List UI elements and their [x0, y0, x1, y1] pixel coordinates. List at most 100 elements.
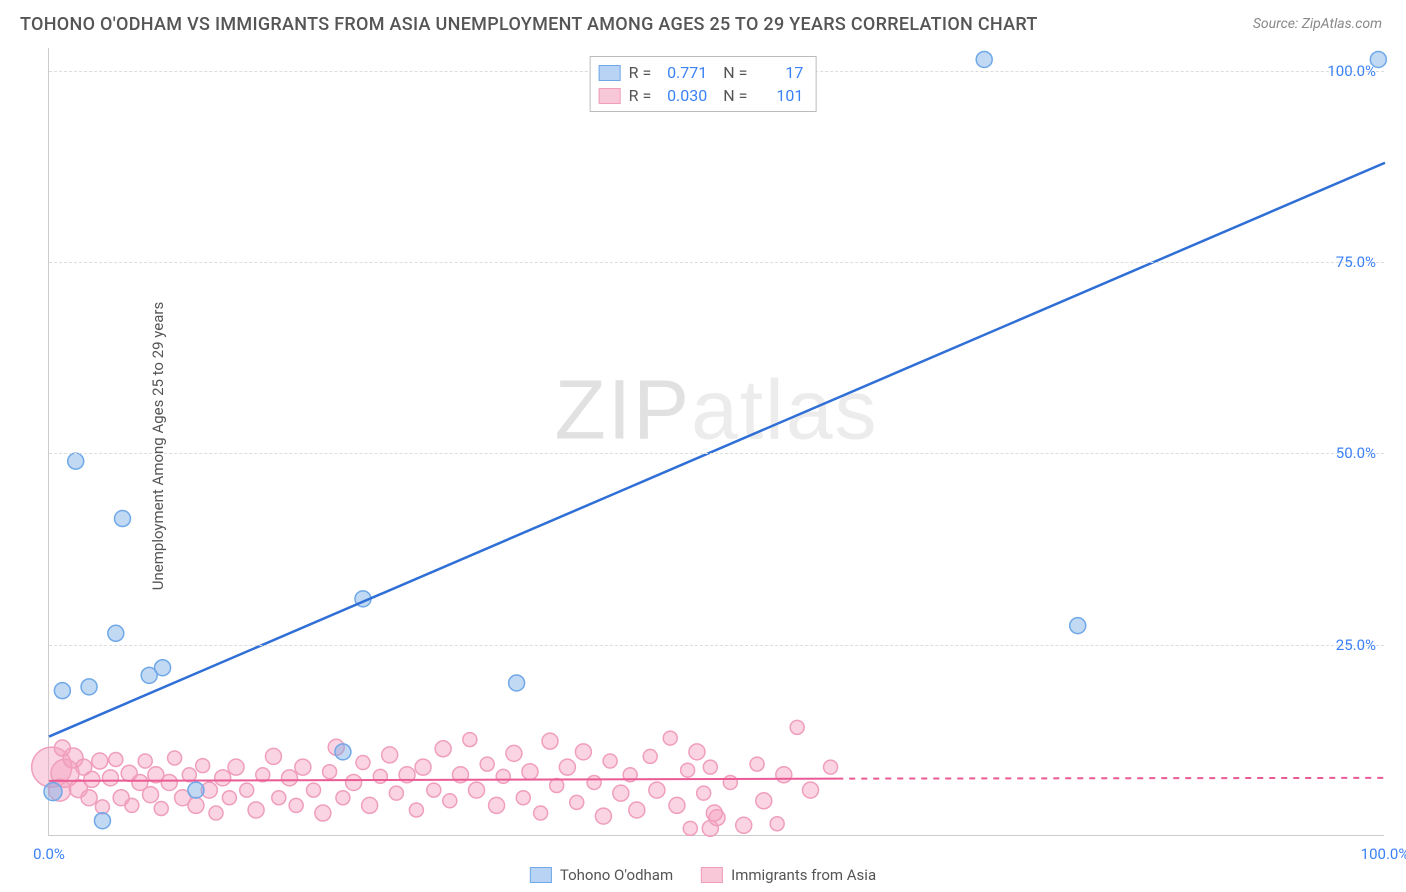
data-point [522, 764, 538, 780]
legend-swatch [599, 88, 621, 104]
data-point [138, 754, 152, 768]
data-point [54, 740, 70, 756]
data-point [613, 785, 629, 801]
legend-swatch [599, 65, 621, 81]
data-point [188, 782, 204, 798]
data-point [168, 751, 182, 765]
data-point [336, 791, 350, 805]
data-point [697, 786, 711, 800]
data-point [54, 683, 70, 699]
data-point [289, 798, 303, 812]
data-point [114, 511, 130, 527]
data-point [506, 745, 522, 761]
gridline [49, 645, 1384, 646]
data-point [516, 791, 530, 805]
legend-r-label: R = [629, 86, 652, 105]
data-point [281, 770, 297, 786]
legend-r-value: 0.030 [659, 86, 707, 105]
data-point [427, 783, 441, 797]
data-point [154, 801, 168, 815]
data-point [681, 763, 695, 777]
data-point [603, 754, 617, 768]
data-point [480, 757, 494, 771]
gridline [49, 453, 1384, 454]
data-point [1070, 618, 1086, 634]
data-point [776, 767, 792, 783]
data-point [389, 786, 403, 800]
data-point [356, 756, 370, 770]
legend-r-label: R = [629, 63, 652, 82]
data-point [196, 759, 210, 773]
y-tick-label: 50.0% [1336, 444, 1376, 462]
legend-row: R = 0.771 N = 17 [599, 61, 804, 84]
data-point [248, 802, 264, 818]
data-point [81, 790, 97, 806]
y-tick-label: 75.0% [1336, 253, 1376, 271]
data-point [272, 791, 286, 805]
data-point [595, 808, 611, 824]
legend-row: R = 0.030 N = 101 [599, 84, 804, 107]
trend-line [49, 163, 1385, 737]
data-point [125, 798, 139, 812]
series-legend-entry: Immigrants from Asia [701, 866, 876, 884]
data-point [489, 797, 505, 813]
data-point [496, 769, 510, 783]
data-point [81, 679, 97, 695]
legend-n-label: N = [715, 86, 747, 105]
data-point [629, 802, 645, 818]
data-point [803, 782, 819, 798]
data-point [335, 744, 351, 760]
data-point [102, 770, 118, 786]
data-point [108, 625, 124, 641]
data-point [587, 775, 601, 789]
data-point [790, 720, 804, 734]
data-point [683, 821, 697, 835]
data-point [770, 817, 784, 831]
data-point [689, 744, 705, 760]
data-point [84, 771, 100, 787]
data-point [750, 757, 764, 771]
data-point [409, 803, 423, 817]
data-point [649, 782, 665, 798]
data-point [215, 770, 231, 786]
data-point [95, 800, 109, 814]
data-point [435, 741, 451, 757]
data-point [643, 749, 657, 763]
chart-svg [49, 48, 1384, 835]
legend-n-value: 17 [755, 63, 803, 82]
data-point [550, 779, 564, 793]
data-point [44, 783, 62, 801]
gridline [49, 262, 1384, 263]
data-point [703, 760, 717, 774]
chart-title: TOHONO O'ODHAM VS IMMIGRANTS FROM ASIA U… [20, 14, 1038, 35]
data-point [265, 748, 281, 764]
data-point [559, 759, 575, 775]
data-point [92, 753, 108, 769]
data-point [143, 787, 159, 803]
data-point [756, 793, 772, 809]
data-point [542, 733, 558, 749]
correlation-legend: R = 0.771 N = 17 R = 0.030 N = 101 [590, 56, 817, 112]
legend-n-value: 101 [755, 86, 803, 105]
data-point [382, 747, 398, 763]
data-point [209, 806, 223, 820]
legend-n-label: N = [715, 63, 747, 82]
data-point [373, 769, 387, 783]
data-point [68, 453, 84, 469]
data-point [362, 797, 378, 813]
series-legend: Tohono O'odham Immigrants from Asia [530, 866, 876, 884]
legend-r-value: 0.771 [659, 63, 707, 82]
data-point [976, 51, 992, 67]
legend-swatch [530, 867, 552, 883]
data-point [570, 795, 584, 809]
x-tick-label: 100.0% [1361, 845, 1406, 863]
data-point [161, 774, 177, 790]
plot-area: ZIPatlas 25.0%50.0%75.0%100.0%0.0%100.0% [48, 48, 1384, 836]
series-legend-label: Tohono O'odham [560, 866, 673, 884]
data-point [723, 775, 737, 789]
data-point [346, 774, 362, 790]
data-point [509, 675, 525, 691]
data-point [94, 813, 110, 829]
data-point [228, 759, 244, 775]
data-point [575, 744, 591, 760]
